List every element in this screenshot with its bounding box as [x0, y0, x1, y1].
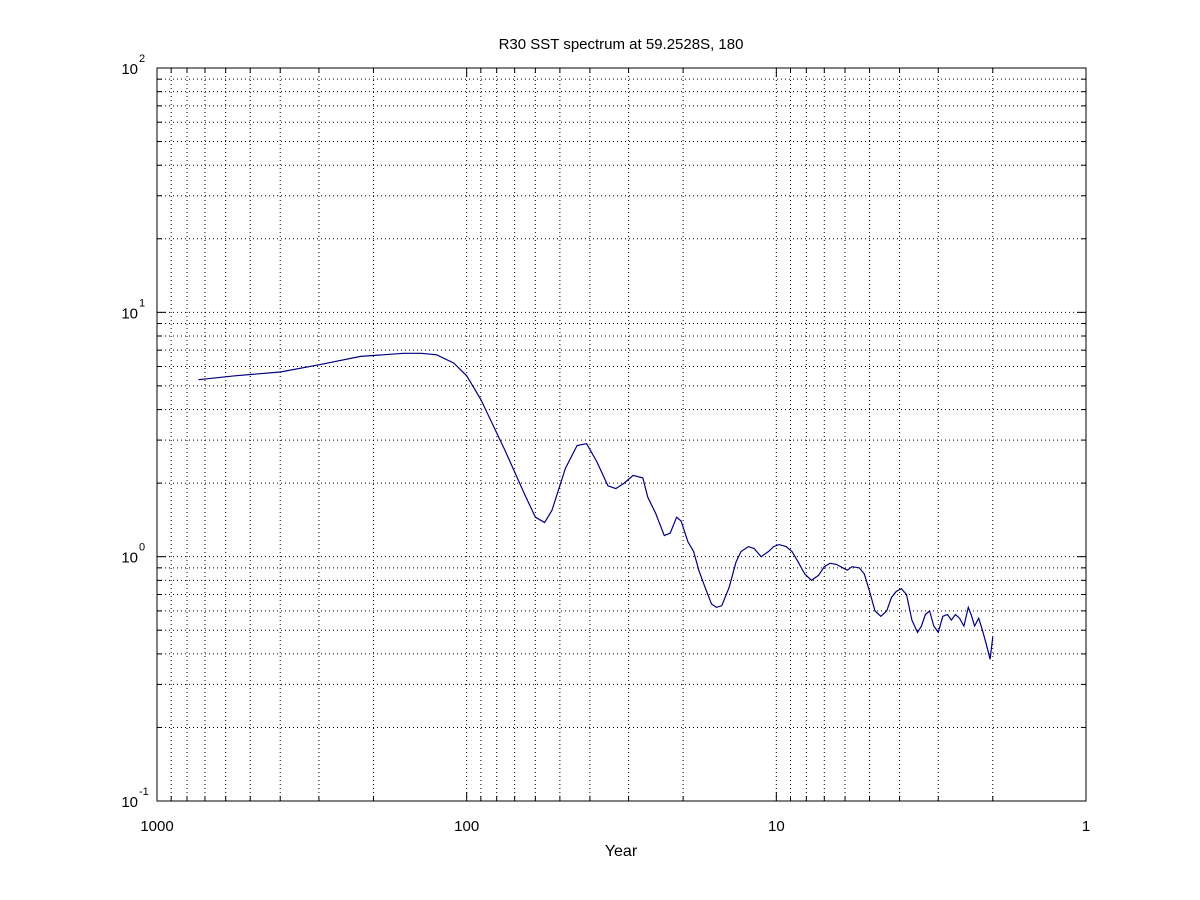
- y-tick-exponent: 2: [139, 53, 145, 65]
- x-tick-label: 100: [454, 818, 479, 835]
- y-tick-label: 10: [121, 305, 138, 322]
- y-tick-label: 10: [121, 550, 138, 567]
- chart-title: R30 SST spectrum at 59.2528S, 180: [499, 36, 744, 53]
- x-tick-label: 1000: [140, 818, 173, 835]
- y-tick-label: 10: [121, 794, 138, 811]
- grid-lines: [157, 68, 1086, 801]
- axis-ticks: [157, 68, 1087, 802]
- plot-frame: [156, 67, 1087, 802]
- series-layer: [198, 352, 994, 660]
- x-tick-label: 10: [768, 818, 785, 835]
- spectrum-series-line: [198, 352, 994, 660]
- y-tick-label: 10: [121, 61, 138, 78]
- x-tick-label: 1: [1082, 818, 1090, 835]
- y-tick-exponent: 1: [139, 297, 145, 309]
- y-tick-exponent: 0: [139, 542, 145, 554]
- y-tick-exponent: -1: [139, 786, 149, 798]
- x-axis-label: Year: [605, 843, 638, 860]
